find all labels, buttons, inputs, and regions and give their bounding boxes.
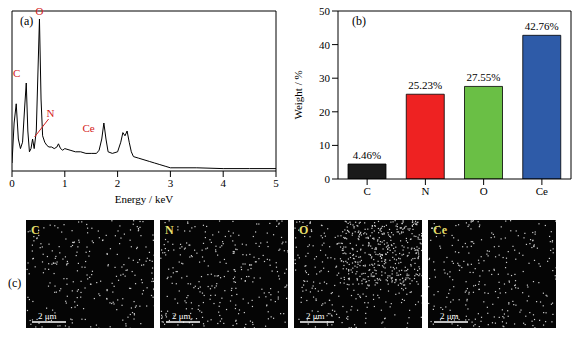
svg-text:4.46%: 4.46%	[353, 149, 381, 161]
svg-text:2 μm: 2 μm	[38, 311, 57, 321]
html-text:(c): (c)	[8, 276, 22, 290]
svg-text:C: C	[31, 223, 40, 237]
html-text:(a): (a)	[20, 14, 34, 28]
svg-text:Ce: Ce	[433, 223, 448, 237]
svg-text:O: O	[35, 5, 43, 17]
svg-text:50: 50	[319, 5, 331, 17]
svg-text:42.76%: 42.76%	[525, 20, 559, 32]
svg-text:2: 2	[115, 177, 121, 189]
svg-text:Ce: Ce	[536, 185, 548, 197]
svg-text:1: 1	[62, 177, 68, 189]
svg-text:Ce: Ce	[82, 122, 94, 134]
svg-text:20: 20	[319, 106, 331, 118]
svg-text:Energy / keV: Energy / keV	[115, 193, 174, 205]
html-text:(b): (b)	[352, 14, 366, 28]
svg-text:N: N	[47, 107, 55, 119]
svg-text:2 μm: 2 μm	[172, 311, 191, 321]
svg-text:O: O	[480, 185, 488, 197]
svg-text:40: 40	[319, 39, 331, 51]
svg-text:30: 30	[319, 72, 331, 84]
svg-text:0: 0	[325, 173, 331, 185]
svg-text:C: C	[13, 67, 20, 79]
svg-text:25.23%: 25.23%	[408, 79, 442, 91]
svg-text:3: 3	[168, 177, 174, 189]
svg-text:N: N	[421, 185, 429, 197]
svg-text:5: 5	[273, 177, 279, 189]
svg-text:O: O	[299, 223, 308, 237]
svg-text:0: 0	[9, 177, 15, 189]
svg-text:C: C	[363, 185, 370, 197]
svg-text:4: 4	[220, 177, 226, 189]
svg-text:2 μm: 2 μm	[306, 311, 325, 321]
svg-text:27.55%: 27.55%	[467, 71, 501, 83]
svg-text:Weight / %: Weight / %	[292, 70, 304, 119]
svg-text:N: N	[165, 223, 174, 237]
svg-text:10: 10	[319, 139, 331, 151]
svg-text:2 μm: 2 μm	[440, 311, 459, 321]
